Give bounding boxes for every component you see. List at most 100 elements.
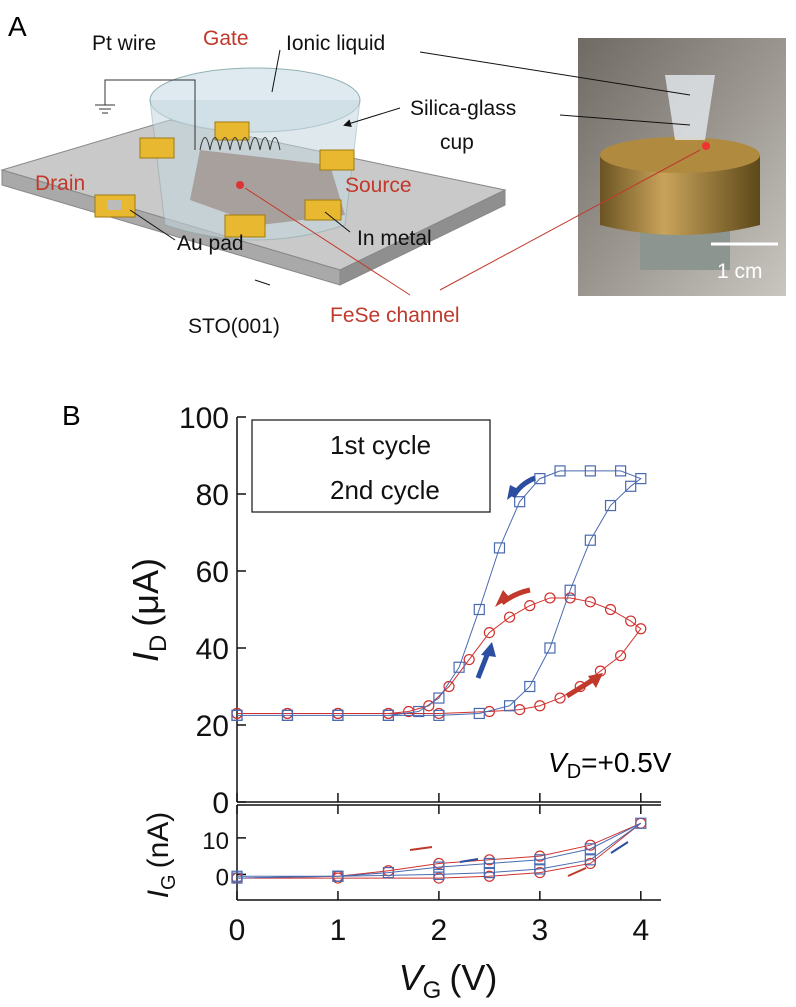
data-point <box>524 680 536 693</box>
symbol: I <box>142 890 175 898</box>
data-point <box>433 861 445 873</box>
data-point <box>503 611 516 623</box>
data-point <box>332 870 344 882</box>
value: =+0.5V <box>581 747 672 778</box>
label: Pt wire <box>92 32 156 55</box>
device-photo <box>419 38 786 296</box>
data-point <box>231 870 243 882</box>
label: Au pad <box>177 232 244 255</box>
label: Drain <box>35 172 85 195</box>
sweep-arrows <box>409 475 629 877</box>
data-point <box>534 700 546 712</box>
data-point <box>453 661 465 673</box>
label: STO(001) <box>188 315 280 338</box>
device-diagram <box>0 49 507 296</box>
label: Source <box>345 174 412 197</box>
x-tick-label: 2 <box>431 914 448 947</box>
y-tick-label: 0 <box>212 787 229 820</box>
data-point <box>483 866 495 879</box>
label: In metal <box>357 227 432 250</box>
x-tick-label: 3 <box>532 914 549 947</box>
series-line <box>236 822 642 879</box>
legend-label: 2nd cycle <box>330 475 440 505</box>
data-point <box>544 592 556 604</box>
y-axis-label: ID (μA) <box>125 558 172 662</box>
legend-label: 1st cycle <box>330 430 431 460</box>
data-point <box>564 584 576 596</box>
data-point <box>635 473 647 485</box>
data-point <box>332 709 344 721</box>
data-point <box>604 499 617 512</box>
data-point <box>625 615 637 627</box>
data-point <box>382 866 395 879</box>
data-point <box>564 592 576 604</box>
symbol: I <box>125 652 166 662</box>
y-tick-label: 100 <box>179 402 229 435</box>
subscript: G <box>423 977 442 1004</box>
data-point <box>635 623 647 635</box>
y-tick-label: 60 <box>196 556 229 589</box>
scale-bar-label: 1 cm <box>717 260 763 283</box>
data-point <box>503 700 516 712</box>
data-point <box>433 692 445 704</box>
data-point <box>483 857 495 870</box>
data-point <box>584 843 596 855</box>
subscript: G <box>158 874 180 890</box>
subscript: D <box>567 761 581 783</box>
y-tick-label: 10 <box>202 828 229 855</box>
y-tick-label: 20 <box>196 710 229 743</box>
data-point <box>584 596 596 608</box>
data-point <box>433 868 445 881</box>
data-point <box>433 709 445 721</box>
x-axis-label: VG (V) <box>399 957 498 1004</box>
series-line <box>237 597 642 714</box>
data-point <box>423 700 435 712</box>
y-tick-label: 40 <box>196 633 229 666</box>
data-point <box>382 709 395 721</box>
data-point <box>463 653 475 666</box>
data-point <box>473 603 485 616</box>
series-line <box>237 470 642 716</box>
data-point <box>554 465 566 477</box>
panel-label: B <box>62 400 81 431</box>
series-line <box>236 822 642 879</box>
data-point <box>281 709 294 721</box>
data-point <box>554 692 566 704</box>
annotation: VD=+0.5V <box>548 747 672 783</box>
label: Ionic liquid <box>286 32 385 55</box>
label: FeSe channel <box>330 304 460 327</box>
label: Gate <box>203 27 249 50</box>
x-tick-label: 4 <box>632 914 649 947</box>
symbol: V <box>399 957 426 998</box>
data-point <box>231 709 243 721</box>
x-tick-label: 0 <box>229 914 246 947</box>
y-tick-label: 0 <box>216 864 229 891</box>
data-point <box>584 465 596 477</box>
data-point <box>493 542 506 554</box>
unit: (μA) <box>125 558 166 627</box>
data-point <box>604 603 617 616</box>
symbol: V <box>548 747 569 778</box>
y-tick-label: 80 <box>196 479 229 512</box>
x-tick-label: 1 <box>330 914 347 947</box>
data-point <box>584 534 596 546</box>
data-point <box>473 707 485 720</box>
subscript: D <box>145 635 172 652</box>
data-point <box>534 854 546 866</box>
data-point <box>625 480 637 492</box>
unit: (V) <box>449 957 497 998</box>
label: Silica-glass <box>410 97 516 120</box>
data-point <box>635 817 647 829</box>
legend-box <box>251 419 491 513</box>
data-point <box>443 680 455 693</box>
data-point <box>615 650 627 662</box>
label: cup <box>440 131 474 154</box>
panel-label: A <box>8 11 27 42</box>
data-point <box>584 854 596 866</box>
data-point <box>544 642 556 654</box>
data-point <box>524 600 536 612</box>
data-point <box>514 496 526 508</box>
data-point <box>534 863 546 875</box>
